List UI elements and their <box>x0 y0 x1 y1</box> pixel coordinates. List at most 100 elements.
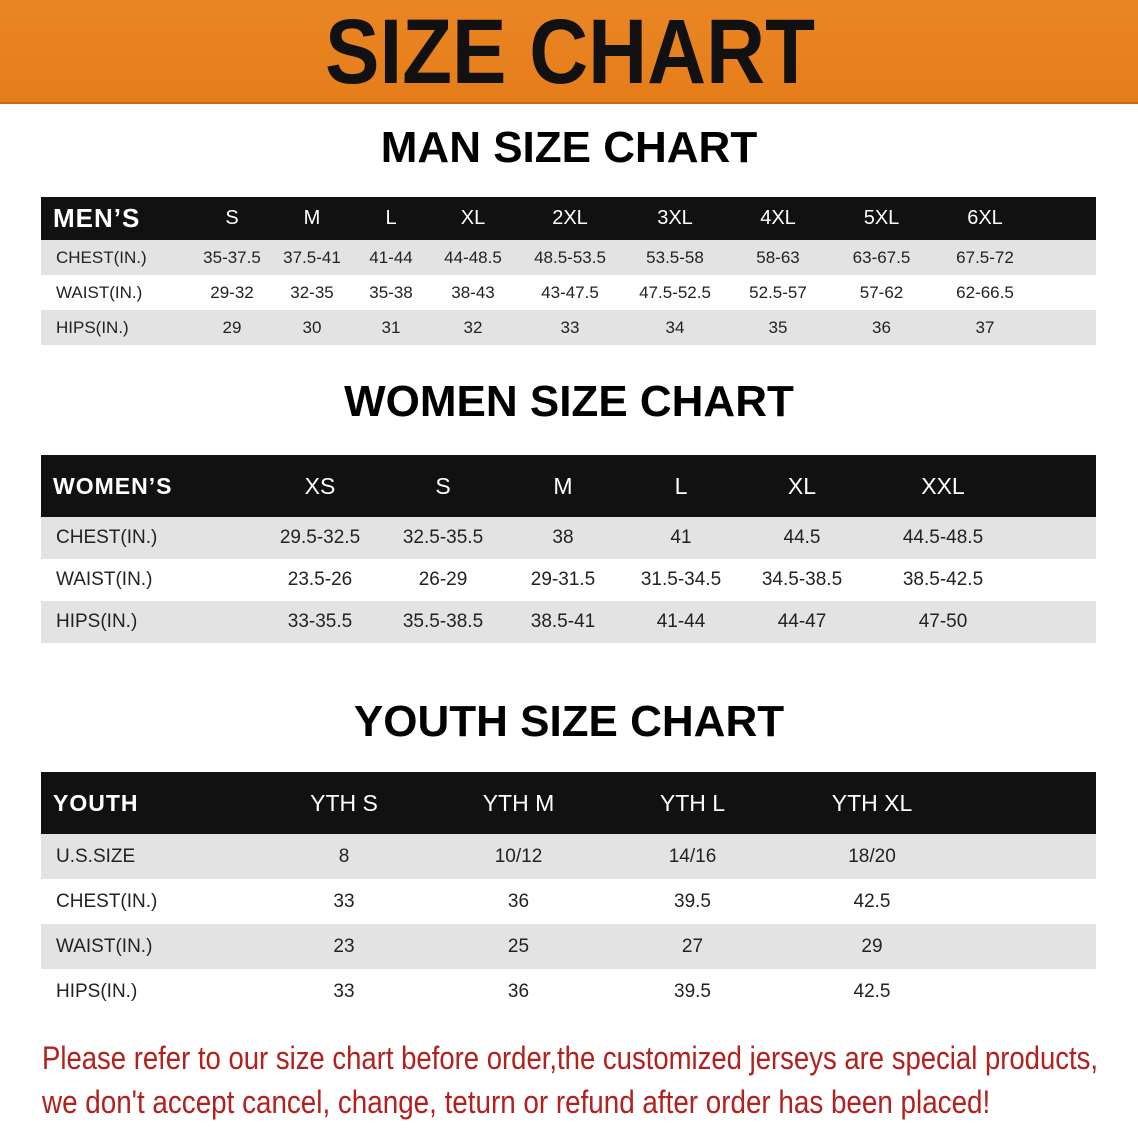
header-row: WOMEN’S XS S M L XL XXL <box>41 455 1096 517</box>
size-header: 6XL <box>967 207 1003 229</box>
measurement-cell: 33 <box>333 980 355 1002</box>
measurement-cell: 18/20 <box>848 845 896 867</box>
table-row: CHEST(IN.) 29.5-32.5 32.5-35.5 38 41 44.5 44.5… <box>41 517 1096 559</box>
measurement-cell: 34.5-38.5 <box>761 569 843 590</box>
men-section-title: MAN SIZE CHART <box>380 123 758 172</box>
measurement-cell: 62-66.5 <box>956 282 1014 302</box>
measurement-cell: 35-37.5 <box>203 247 261 267</box>
order-notice-line-2: we don't accept cancel, change, teturn o… <box>42 1084 991 1120</box>
measurement-cell: 42.5 <box>853 890 891 912</box>
size-header: YTH M <box>482 789 555 816</box>
measurement-cell: 23 <box>333 935 355 957</box>
measurement-cell: 58-63 <box>756 247 800 267</box>
youth-section-title: YOUTH SIZE CHART <box>353 697 785 746</box>
measurement-cell: 42.5 <box>853 980 891 1002</box>
measurement-cell: 32.5-35.5 <box>402 527 484 548</box>
measurement-cell: 10/12 <box>494 845 543 867</box>
size-header: L <box>674 472 688 499</box>
row-label: HIPS(IN.) <box>56 611 138 632</box>
measurement-cell: 48.5-53.5 <box>534 247 606 267</box>
measurement-cell: 8 <box>338 845 350 867</box>
measurement-cell: 29-31.5 <box>530 569 596 590</box>
measurement-cell: 30 <box>302 317 322 337</box>
row-label: WAIST(IN.) <box>56 935 153 957</box>
size-header: XL <box>460 207 486 229</box>
table-row: HIPS(IN.) 29 30 31 32 33 34 35 36 37 <box>41 310 1096 345</box>
measurement-cell: 33 <box>333 890 355 912</box>
measurement-cell: 43-47.5 <box>541 282 599 302</box>
size-header: S <box>225 207 239 229</box>
size-header: YTH XL <box>831 789 913 816</box>
table-row: HIPS(IN.) 33 36 39.5 42.5 <box>41 969 1096 1014</box>
measurement-cell: 36 <box>872 317 891 337</box>
men-size-table: MEN’S S M L XL 2XL 3XL 4XL 5XL 6XL CHEST(IN.) 35-37… <box>41 197 1096 345</box>
measurement-cell: 37 <box>975 317 995 337</box>
size-header: YTH S <box>310 789 378 816</box>
measurement-cell: 39.5 <box>674 980 711 1002</box>
row-label: WAIST(IN.) <box>56 282 143 302</box>
size-header: 5XL <box>863 207 900 229</box>
table-row: WAIST(IN.) 29-32 32-35 35-38 38-43 43-47.5 47.… <box>41 275 1096 310</box>
measurement-cell: 47-50 <box>918 611 968 632</box>
size-header: XL <box>787 472 817 499</box>
measurement-cell: 34 <box>665 317 685 337</box>
measurement-cell: 36 <box>507 890 530 912</box>
measurement-cell: 53.5-58 <box>646 247 704 267</box>
measurement-cell: 67.5-72 <box>956 247 1014 267</box>
women-section-title: WOMEN SIZE CHART <box>344 377 794 426</box>
size-header: XXL <box>921 472 965 499</box>
banner: SIZE CHART <box>0 0 1138 104</box>
header-row: MEN’S S M L XL 2XL 3XL 4XL 5XL 6XL <box>41 197 1096 240</box>
row-label: HIPS(IN.) <box>56 317 129 337</box>
measurement-cell: 31 <box>381 317 401 337</box>
measurement-cell: 41-44 <box>369 247 413 267</box>
measurement-cell: 38-43 <box>451 282 495 302</box>
table-row: U.S.SIZE 8 10/12 14/16 18/20 <box>41 834 1096 879</box>
measurement-cell: 23.5-26 <box>287 569 353 590</box>
banner-title: SIZE CHART <box>325 1 815 103</box>
header-row: YOUTH YTH S YTH M YTH L YTH XL <box>41 772 1096 834</box>
table-row: WAIST(IN.) 23 25 27 29 <box>41 924 1096 969</box>
measurement-cell: 37.5-41 <box>283 247 341 267</box>
measurement-cell: 29 <box>222 317 242 337</box>
measurement-cell: 44.5 <box>783 527 821 548</box>
measurement-cell: 39.5 <box>674 890 711 912</box>
measurement-cell: 47.5-52.5 <box>639 282 711 302</box>
measurement-cell: 35.5-38.5 <box>402 611 484 632</box>
measurement-cell: 29.5-32.5 <box>279 527 361 548</box>
women-size-table: WOMEN’S XS S M L XL XXL CHEST(IN.) 29.5-32.5 32.5… <box>41 455 1096 643</box>
measurement-cell: 52.5-57 <box>749 282 807 302</box>
measurement-cell: 38 <box>552 527 574 548</box>
measurement-cell: 33 <box>560 317 580 337</box>
measurement-cell: 44-48.5 <box>444 247 502 267</box>
table-title: YOUTH <box>53 789 139 816</box>
measurement-cell: 29 <box>861 935 883 957</box>
measurement-cell: 27 <box>681 935 704 957</box>
measurement-cell: 44-47 <box>777 611 827 632</box>
table-row: HIPS(IN.) 33-35.5 35.5-38.5 38.5-41 41-44 44-… <box>41 601 1096 643</box>
measurement-cell: 35-38 <box>369 282 413 302</box>
measurement-cell: 36 <box>507 980 530 1002</box>
row-label: CHEST(IN.) <box>56 527 158 548</box>
measurement-cell: 41 <box>670 527 692 548</box>
measurement-cell: 41-44 <box>656 611 706 632</box>
table-row: CHEST(IN.) 33 36 39.5 42.5 <box>41 879 1096 924</box>
row-label: HIPS(IN.) <box>56 980 138 1002</box>
measurement-cell: 14/16 <box>668 845 717 867</box>
size-header: XS <box>304 472 336 499</box>
measurement-cell: 38.5-41 <box>530 611 596 632</box>
measurement-cell: 32 <box>463 317 483 337</box>
measurement-cell: 26-29 <box>418 569 468 590</box>
size-header: YTH L <box>659 789 726 816</box>
measurement-cell: 25 <box>507 935 530 957</box>
measurement-cell: 29-32 <box>210 282 254 302</box>
measurement-cell: 63-67.5 <box>852 247 911 267</box>
measurement-cell: 31.5-34.5 <box>640 569 722 590</box>
order-notice-line-1: Please refer to our size chart before or… <box>42 1040 1099 1076</box>
measurement-cell: 44.5-48.5 <box>902 527 984 548</box>
measurement-cell: 35 <box>768 317 788 337</box>
row-label: CHEST(IN.) <box>56 247 147 267</box>
size-header: 3XL <box>657 207 693 229</box>
size-header: M <box>303 207 321 229</box>
row-label: CHEST(IN.) <box>56 890 158 912</box>
